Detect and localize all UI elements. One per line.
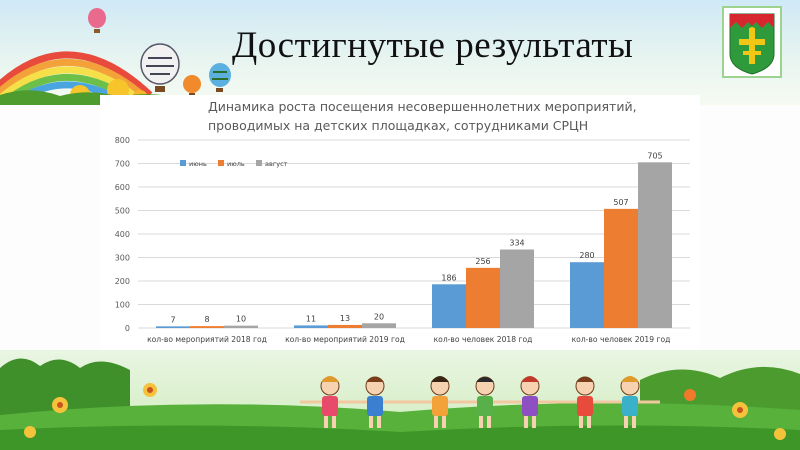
x-category-label: кол-во человек 2018 год (434, 335, 533, 344)
bar-data-label: 334 (509, 239, 524, 248)
bar-data-label: 256 (475, 257, 490, 266)
bar (156, 326, 190, 328)
legend-label: август (265, 160, 288, 168)
y-tick-label: 800 (115, 136, 130, 145)
slide-title: Достигнутые результаты (232, 25, 634, 66)
bar (638, 162, 672, 328)
y-tick-label: 100 (115, 301, 130, 310)
legend-swatch (180, 160, 186, 166)
x-category-label: кол-во мероприятий 2019 год (285, 335, 405, 344)
y-tick-label: 200 (115, 277, 130, 286)
bar-data-label: 20 (374, 312, 384, 321)
bar-data-label: 13 (340, 314, 350, 323)
x-category-label: кол-во человек 2019 год (572, 335, 671, 344)
bar (570, 262, 604, 328)
legend: июнь июль август (180, 160, 288, 168)
bar (328, 324, 362, 328)
bar (500, 249, 534, 328)
bottom-banner (0, 350, 800, 450)
flower-icon (24, 383, 786, 440)
chart-area: Динамика роста посещения несовершеннолет… (100, 95, 700, 350)
y-tick-label: 500 (115, 207, 130, 216)
bar-data-label: 10 (236, 315, 246, 324)
bar-data-label: 705 (647, 151, 662, 160)
bar-data-labels: 7 8 10 11 13 20 186 256 334 280 507 705 (170, 151, 662, 324)
bar-data-label: 186 (441, 273, 456, 282)
chart-title-line-2: проводимых на детских площадках, сотрудн… (208, 118, 588, 133)
bar (362, 323, 396, 328)
y-tick-label: 700 (115, 160, 130, 169)
top-banner (0, 0, 800, 105)
y-tick-label: 300 (115, 254, 130, 263)
bar-data-label: 280 (579, 251, 594, 260)
bar-chart: Динамика роста посещения несовершеннолет… (115, 99, 690, 344)
legend-label: июнь (189, 160, 207, 168)
hot-air-balloon-icon (88, 8, 231, 97)
x-category-label: кол-во мероприятий 2018 год (147, 335, 267, 344)
bar (604, 208, 638, 328)
bar-data-label: 507 (613, 198, 628, 207)
y-tick-label: 0 (125, 324, 130, 333)
children-holding-hands-icon (300, 376, 660, 428)
grass-icon (0, 358, 800, 450)
bar (190, 326, 224, 328)
chart-title-line-1: Динамика роста посещения несовершеннолет… (208, 99, 637, 114)
bar (432, 284, 466, 328)
bar-data-label: 11 (306, 314, 316, 323)
y-axis-tick-labels: 0 100 200 300 400 500 600 700 800 (115, 136, 130, 333)
legend-label: июль (227, 160, 245, 168)
legend-swatch (218, 160, 224, 166)
bar (466, 267, 500, 328)
legend-swatch (256, 160, 262, 166)
coat-of-arms-icon (722, 6, 782, 78)
bar-data-label: 7 (170, 315, 175, 324)
y-tick-label: 400 (115, 230, 130, 239)
y-tick-label: 600 (115, 183, 130, 192)
bar (294, 325, 328, 328)
bar-data-label: 8 (204, 315, 209, 324)
x-axis-category-labels: кол-во мероприятий 2018 год кол-во меропр… (147, 335, 670, 344)
bar (224, 325, 258, 328)
bars (156, 162, 672, 328)
